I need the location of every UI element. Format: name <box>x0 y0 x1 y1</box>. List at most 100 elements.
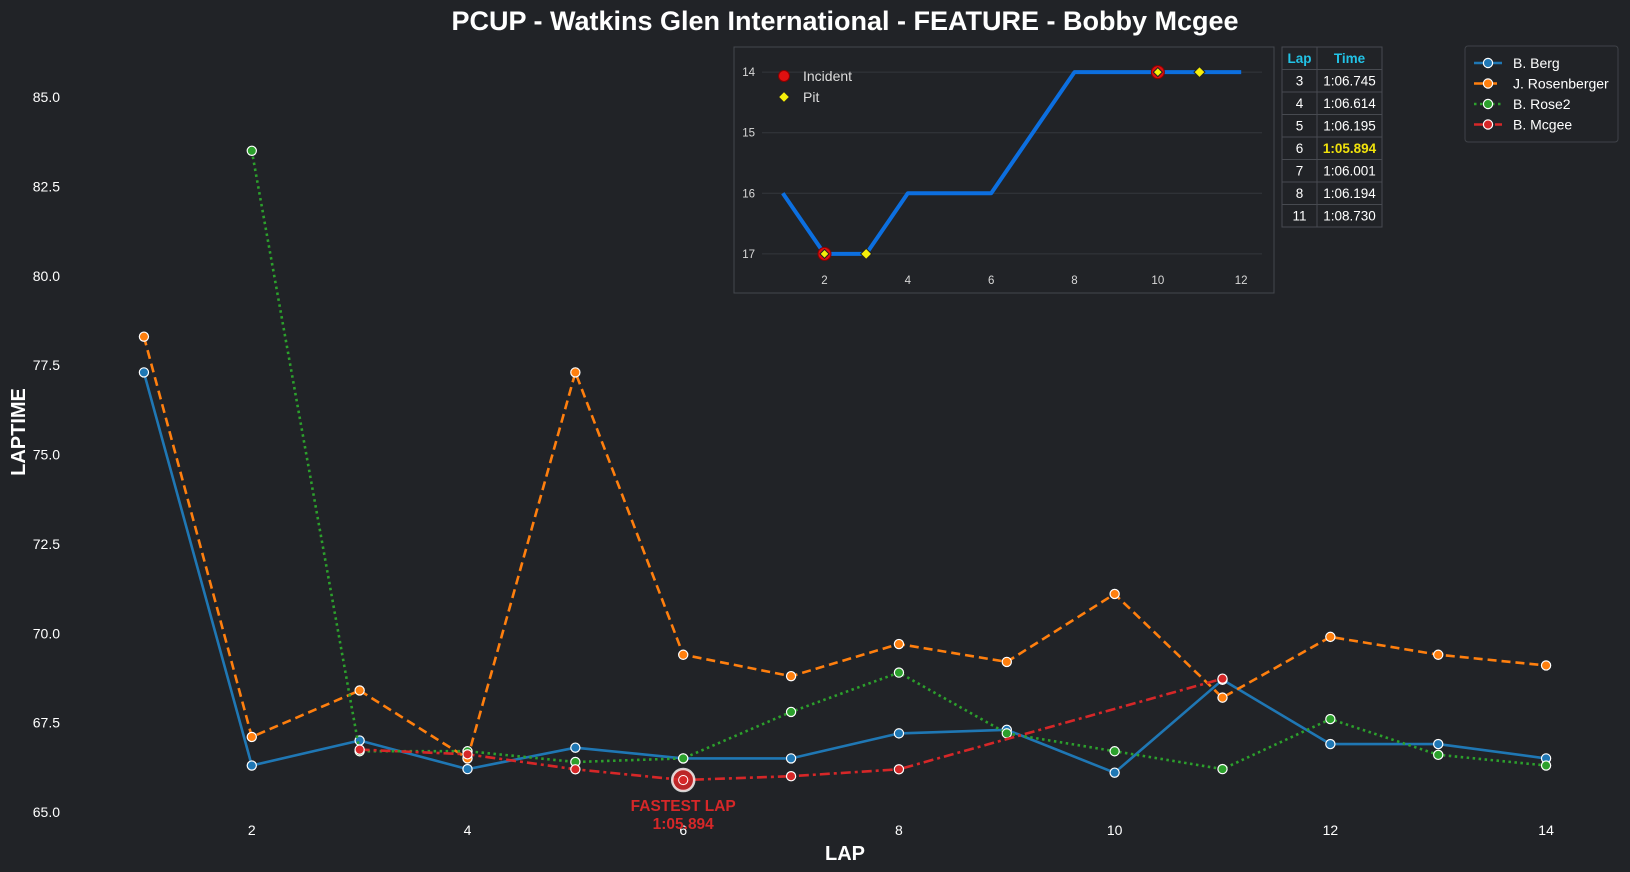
y-axis-label: LAPTIME <box>8 388 30 476</box>
table-header: Lap <box>1287 51 1311 66</box>
data-point <box>246 760 257 771</box>
x-tick-label: 8 <box>895 822 903 838</box>
data-point <box>246 731 257 743</box>
data-point <box>354 685 365 696</box>
fastest-lap-point <box>678 774 689 786</box>
chart-title: PCUP - Watkins Glen International - FEAT… <box>451 6 1238 36</box>
data-point <box>462 763 473 775</box>
legend-label: J. Rosenberger <box>1513 76 1609 92</box>
series-line <box>142 336 1547 760</box>
inset-x-tick-label: 2 <box>821 275 827 287</box>
data-point <box>893 638 905 650</box>
data-point <box>1433 649 1444 660</box>
y-tick-label: 65.0 <box>33 804 60 820</box>
table-lap: 8 <box>1296 186 1304 201</box>
data-point <box>1109 746 1120 757</box>
data-point <box>893 764 905 775</box>
data-point <box>1325 631 1336 643</box>
series-line <box>142 372 1547 775</box>
inset-y-tick-label: 17 <box>742 249 755 261</box>
y-tick-label: 75.0 <box>33 447 60 463</box>
y-tick-label: 72.5 <box>33 536 60 552</box>
x-tick-label: 2 <box>248 822 256 838</box>
data-point <box>1540 760 1552 771</box>
position-inset-chart: 14 15 16 17 2 4 6 8 10 12 Incident Pit <box>733 46 1275 294</box>
y-tick-label: 80.0 <box>33 268 60 284</box>
table-lap: 3 <box>1296 74 1304 89</box>
data-point <box>785 753 797 764</box>
table-lap: 4 <box>1296 96 1304 111</box>
laps-table: Lap Time 3 1:06.745 4 1:06.614 5 1:06.195 6 1:05.… <box>1281 46 1383 228</box>
table-lap: 7 <box>1296 164 1304 179</box>
data-point <box>1109 588 1120 600</box>
data-point <box>138 331 150 342</box>
inset-legend-pit-label: Pit <box>803 89 819 105</box>
table-lap: 11 <box>1292 209 1306 224</box>
main-legend: B. Berg J. Rosenberger B. Rose2 B. Mcgee <box>1464 45 1619 143</box>
table-lap: 5 <box>1296 119 1304 134</box>
pit-marker <box>859 247 873 261</box>
x-tick-label: 12 <box>1323 822 1339 838</box>
data-point <box>462 749 473 760</box>
fastest-lap-label: FASTEST LAP <box>631 798 736 815</box>
table-time: 1:08.730 <box>1323 209 1376 224</box>
data-point <box>1217 673 1228 684</box>
y-tick-label: 82.5 <box>33 179 60 195</box>
legend-label: B. Rose2 <box>1513 96 1571 112</box>
data-point <box>1325 713 1336 725</box>
data-point <box>1217 692 1228 703</box>
inset-x-tick-label: 12 <box>1235 275 1248 287</box>
data-point <box>678 753 689 764</box>
data-point <box>1001 728 1012 739</box>
data-point <box>678 649 689 660</box>
x-axis-ticks: 2 4 6 8 10 12 14 <box>248 822 1554 838</box>
inset-y-tick-label: 14 <box>742 67 755 79</box>
series-3 <box>246 145 1552 775</box>
series-1 <box>138 367 1552 778</box>
table-cell <box>1316 204 1383 228</box>
y-axis-ticks: 65.0 67.5 70.0 72.5 75.0 77.5 80.0 82.5 85.0 <box>33 89 60 820</box>
x-tick-label: 4 <box>464 822 472 838</box>
data-point <box>570 367 581 378</box>
data-point <box>1433 749 1444 761</box>
inset-legend-incident-label: Incident <box>803 68 852 84</box>
table-time: 1:05.894 <box>1323 141 1377 156</box>
inset-x-tick-label: 10 <box>1151 275 1164 287</box>
inset-y-tick-label: 15 <box>742 128 755 140</box>
table-time: 1:06.001 <box>1323 164 1376 179</box>
data-point <box>354 744 365 755</box>
data-point <box>1109 767 1120 778</box>
legend-label: B. Mcgee <box>1513 117 1572 133</box>
data-point <box>570 764 581 775</box>
legend-label: B. Berg <box>1513 55 1560 71</box>
data-point <box>1217 763 1228 775</box>
x-tick-label: 14 <box>1538 822 1554 838</box>
data-point <box>893 667 905 678</box>
series-2 <box>138 331 1552 764</box>
y-tick-label: 85.0 <box>33 89 60 105</box>
fastest-lap-value: 1:05.894 <box>653 816 715 833</box>
y-tick-label: 67.5 <box>33 715 60 731</box>
inset-legend-incident-marker <box>778 70 790 82</box>
table-time: 1:06.614 <box>1323 96 1376 111</box>
x-tick-label: 10 <box>1107 822 1123 838</box>
pit-marker <box>819 248 830 260</box>
data-point <box>1433 738 1444 750</box>
inset-x-tick-label: 6 <box>988 275 994 287</box>
legend-marker <box>1482 57 1494 69</box>
pit-marker <box>1193 65 1206 79</box>
data-point <box>785 706 797 718</box>
table-time: 1:06.195 <box>1323 119 1376 134</box>
table-lap: 6 <box>1296 141 1304 156</box>
legend-marker <box>1482 98 1494 110</box>
data-point <box>1001 656 1012 668</box>
legend-box <box>1464 45 1619 143</box>
pit-marker <box>1152 66 1164 78</box>
x-tick-label: 6 <box>679 822 687 838</box>
y-tick-label: 70.0 <box>33 625 60 641</box>
table-time: 1:06.194 <box>1323 186 1376 201</box>
inset-x-tick-label: 4 <box>905 275 912 287</box>
inset-x-tick-label: 8 <box>1071 275 1077 287</box>
data-point <box>1325 738 1336 750</box>
data-point <box>785 670 797 682</box>
